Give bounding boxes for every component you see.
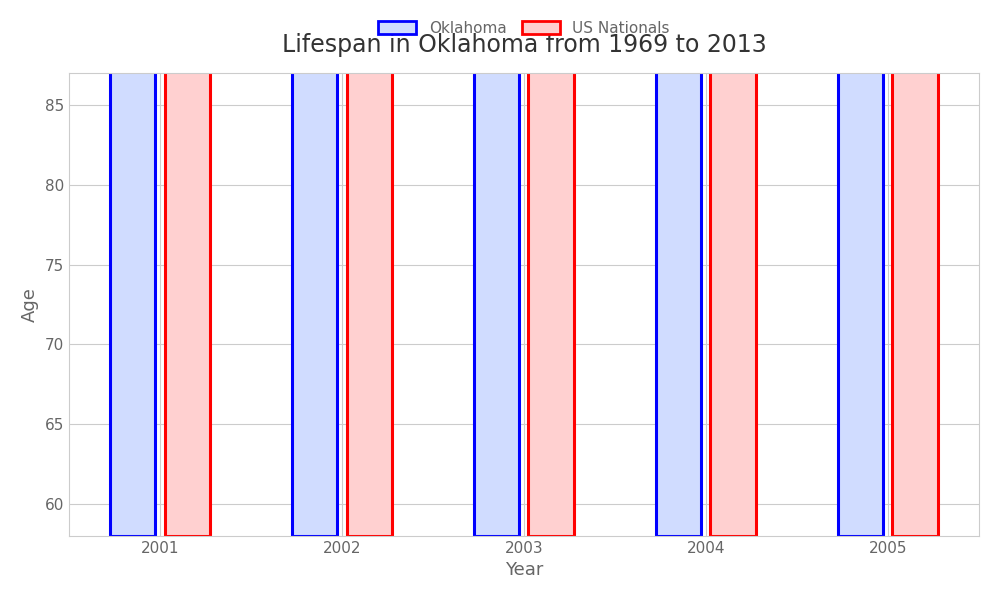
Bar: [110, 0, 155, 536]
Bar: [474, 0, 519, 536]
Bar: [892, 0, 938, 536]
Bar: [656, 0, 701, 536]
Bar: [838, 0, 883, 536]
Bar: [292, 0, 337, 536]
Bar: [165, 0, 210, 536]
Bar: [347, 0, 392, 536]
X-axis label: Year: Year: [505, 561, 543, 579]
Bar: [528, 0, 574, 536]
Y-axis label: Age: Age: [21, 287, 39, 322]
Title: Lifespan in Oklahoma from 1969 to 2013: Lifespan in Oklahoma from 1969 to 2013: [282, 34, 766, 58]
Legend: Oklahoma, US Nationals: Oklahoma, US Nationals: [378, 21, 670, 36]
Bar: [710, 0, 756, 536]
